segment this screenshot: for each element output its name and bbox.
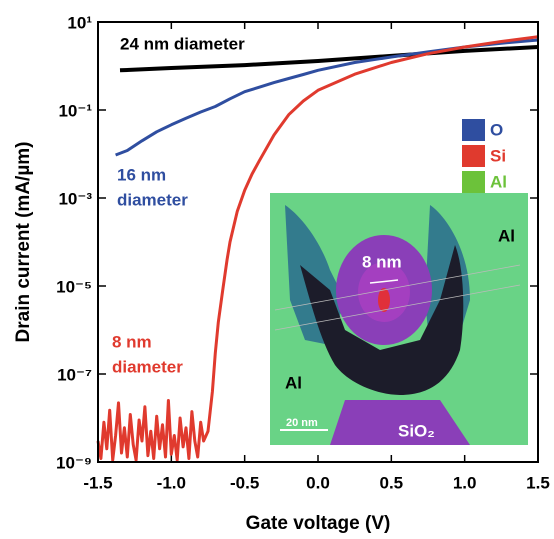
inset-label: Al xyxy=(498,226,515,245)
series-annotation: diameter xyxy=(117,190,188,209)
legend-label: Al xyxy=(490,172,507,191)
inset-image xyxy=(270,193,528,445)
y-tick-label: 10⁻⁵ xyxy=(56,277,92,296)
x-axis-title: Gate voltage (V) xyxy=(246,513,391,534)
inset-label: Al xyxy=(285,373,302,392)
y-tick-label: 10⁻⁷ xyxy=(57,365,92,384)
x-tick-label: 0.0 xyxy=(306,473,330,492)
inset-label: 8 nm xyxy=(362,252,402,271)
x-tick-label: 0.5 xyxy=(380,473,404,492)
inset-si-core xyxy=(378,288,390,312)
y-axis-title: Drain current (mA/µm) xyxy=(13,142,34,343)
legend-swatch xyxy=(462,171,485,193)
inset-label: 20 nm xyxy=(286,417,318,429)
x-tick-label: 1.0 xyxy=(453,473,477,492)
series-annotation: 24 nm diameter xyxy=(120,34,245,53)
x-tick-label: 1.5 xyxy=(526,473,550,492)
y-tick-label: 10⁻³ xyxy=(58,189,92,208)
y-tick-label: 10⁻⁹ xyxy=(56,453,92,472)
legend-swatch xyxy=(462,119,485,141)
legend-swatch xyxy=(462,145,485,167)
y-tick-label: 10¹ xyxy=(67,13,92,32)
x-tick-label: -1.5 xyxy=(83,473,112,492)
legend-label: Si xyxy=(490,146,506,165)
chart: -1.5 -1.0 -0.5 0.0 0.5 1.0 1.5 10⁻⁹ 10⁻⁷ 10⁻⁵ 10⁻³… xyxy=(0,0,554,539)
series-annotation: diameter xyxy=(112,357,183,376)
x-tick-label: -0.5 xyxy=(230,473,259,492)
inset-label: SiO₂ xyxy=(398,421,435,440)
legend-label: O xyxy=(490,120,503,139)
x-tick-label: -1.0 xyxy=(157,473,186,492)
series-annotation: 8 nm xyxy=(112,332,152,351)
y-tick-label: 10⁻¹ xyxy=(58,101,92,120)
series-annotation: 16 nm xyxy=(117,165,166,184)
